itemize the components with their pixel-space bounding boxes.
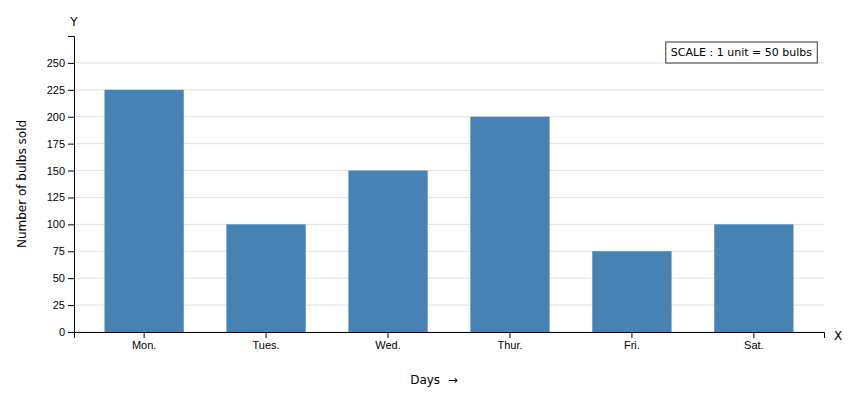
x-tick: Mon. [132,332,156,351]
x-axis-marker: X [834,329,842,343]
bar [592,251,671,332]
y-tick-label: 25 [53,299,65,311]
y-tick: 125 [47,191,74,203]
grid-line [74,251,824,252]
x-tick-label: Mon. [132,339,156,351]
x-axis: Mon. Tues. Wed. Thur. Fri. Sat. [75,332,825,351]
x-tick-label: Wed. [375,339,400,351]
x-tick-mark [266,332,267,338]
bar [470,117,549,332]
x-tick-mark [631,332,632,338]
grid-line [74,224,824,225]
x-tick: Tues. [253,332,280,351]
y-tick-label: 0 [59,326,65,338]
y-tick-label: 50 [53,272,65,284]
y-tick: 150 [47,165,74,177]
x-tick-mark [388,332,389,338]
y-axis-line [68,37,75,333]
x-tick-label: Tues. [253,339,280,351]
y-tick: 0 [59,326,74,338]
y-tick-label: 75 [53,245,65,257]
bars [104,90,793,332]
y-axis-title: Number of bulbs sold [15,120,29,248]
x-tick-mark [509,332,510,338]
y-tick-mark [68,251,74,252]
y-tick-mark [68,90,74,91]
scale-box-frame [666,42,817,63]
y-tick-mark [68,332,74,333]
y-tick: 250 [47,57,74,69]
x-tick-label: Sat. [744,339,764,351]
y-axis-marker: Y [69,15,78,29]
bar [348,171,427,332]
y-tick-label: 125 [47,191,65,203]
y-tick-label: 150 [47,165,65,177]
x-axis-title: Days → [410,373,458,387]
y-tick-mark [68,197,74,198]
plot: Mon. Tues. Wed. Thur. Fri. Sat. 0 25 50 75 100 125 1… [15,15,842,351]
chart: Mon. Tues. Wed. Thur. Fri. Sat. 0 25 50 75 100 125 1… [0,0,868,394]
grid-line [74,170,824,171]
scale-label: SCALE : 1 unit = 50 bulbs [671,46,812,59]
bar [226,224,305,332]
x-axis-line [75,333,825,339]
y-tick-mark [68,224,74,225]
bar [714,224,793,332]
grid-line [74,278,824,279]
x-tick: Wed. [375,332,400,351]
y-tick-mark [68,171,74,172]
x-tick-label: Thur. [497,339,522,351]
y-tick-label: 225 [47,84,65,96]
bar [104,90,183,332]
x-tick: Fri. [624,332,640,351]
grid-line [74,143,824,144]
y-tick: 100 [47,218,74,230]
y-tick: 75 [53,245,74,257]
y-tick-label: 175 [47,138,65,150]
y-tick-mark [68,144,74,145]
y-tick-mark [68,117,74,118]
y-tick-mark [68,63,74,64]
x-tick-mark [144,332,145,338]
y-tick-mark [68,278,74,279]
grid-line [74,197,824,198]
y-tick-label: 200 [47,111,65,123]
y-tick: 175 [47,138,74,150]
y-tick-mark [68,305,74,306]
y-tick: 225 [47,84,74,96]
y-axis: 0 25 50 75 100 125 150 175 200 225 250 [47,37,75,339]
grid [74,63,824,332]
y-tick-label: 100 [47,218,65,230]
scale-box: SCALE : 1 unit = 50 bulbs [666,42,817,63]
grid-line [74,305,824,306]
x-tick-label: Fri. [624,339,640,351]
x-tick: Thur. [497,332,522,351]
grid-line [74,89,824,90]
y-tick-label: 250 [47,57,65,69]
x-tick-mark [753,332,754,338]
y-tick: 25 [53,299,74,311]
y-tick: 50 [53,272,74,284]
y-tick: 200 [47,111,74,123]
grid-line [74,116,824,117]
x-tick: Sat. [744,332,764,351]
